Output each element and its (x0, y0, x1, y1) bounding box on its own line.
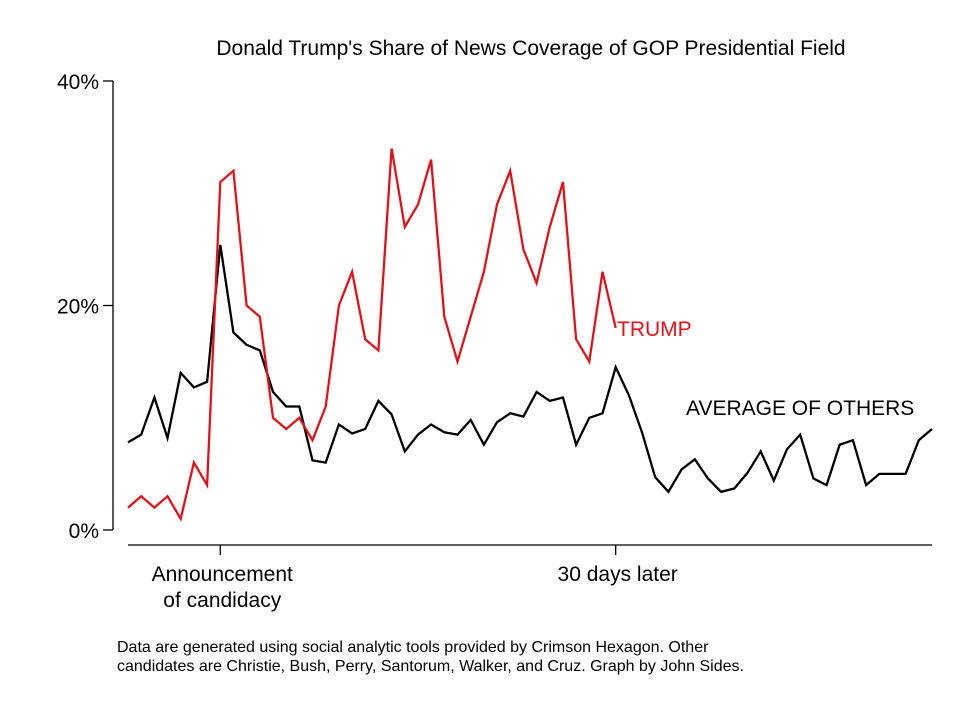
x-tick-label: Announcement (152, 563, 293, 586)
y-tick-label: 40% (57, 71, 99, 94)
x-tick-label: of candidacy (163, 589, 281, 612)
series-line-trump (127, 148, 617, 522)
chart-title: Donald Trump's Share of News Coverage of… (216, 37, 845, 60)
series-label-average-of-others: AVERAGE OF OTHERS (686, 397, 914, 420)
footnote-line-1: Data are generated using social analytic… (117, 639, 709, 656)
y-axis: 0% 20% 40% (57, 71, 114, 543)
series-label-trump: TRUMP (617, 318, 692, 341)
series-layer (127, 148, 933, 522)
series-line-average-of-others (127, 244, 933, 494)
x-axis: Announcement of candidacy 30 days later (128, 544, 932, 612)
footnote: Data are generated using social analytic… (117, 638, 917, 676)
x-tick-label: 30 days later (558, 563, 678, 586)
series-labels: TRUMP AVERAGE OF OTHERS (617, 318, 914, 420)
y-tick-label: 0% (69, 520, 99, 543)
footnote-line-2: candidates are Christie, Bush, Perry, Sa… (117, 658, 744, 675)
y-tick-label: 20% (57, 296, 99, 319)
